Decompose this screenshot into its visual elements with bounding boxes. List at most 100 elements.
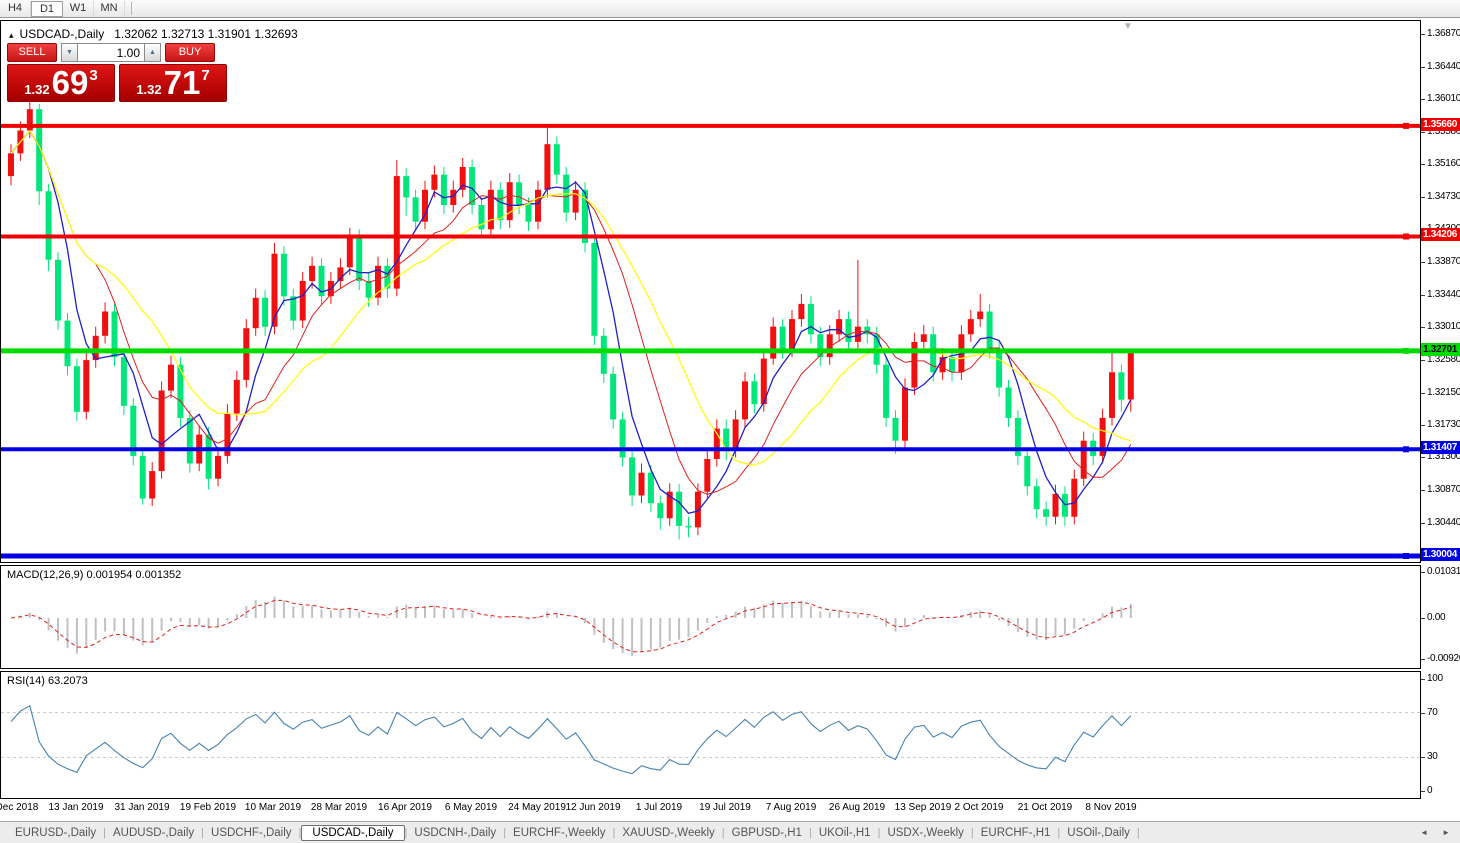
- candle-body: [403, 176, 410, 198]
- price-chart-canvas[interactable]: [1, 21, 1420, 562]
- price-axis-tick-dash: [1421, 393, 1425, 394]
- hline-handle[interactable]: [1403, 446, 1409, 453]
- price-axis-tick: 1.36870: [1427, 28, 1460, 39]
- price-axis-tick-dash: [1421, 295, 1425, 296]
- chart-tab-ukoil-h1[interactable]: UKOil-,H1: [818, 826, 871, 839]
- chart-tab-usdcnh-daily[interactable]: USDCNH-,Daily: [414, 826, 497, 839]
- chart-tab-xauusd-weekly[interactable]: XAUUSD-,Weekly: [622, 826, 715, 839]
- candle-body: [26, 109, 33, 131]
- ma-line-10: [10, 130, 1132, 495]
- candle-body: [1080, 440, 1087, 479]
- chart-tab-audusd-daily[interactable]: AUDUSD-,Daily: [113, 826, 195, 839]
- hline-price-tag[interactable]: 1.34206: [1421, 228, 1460, 241]
- candle-body: [1099, 417, 1106, 456]
- candle-body: [205, 434, 212, 479]
- buy-button[interactable]: BUY: [165, 43, 215, 62]
- timeframe-button-w1[interactable]: W1: [63, 1, 94, 16]
- price-axis-tick: 1.32150: [1427, 387, 1460, 398]
- timeframe-button-h4[interactable]: H4: [0, 1, 31, 16]
- tab-separator: |: [298, 826, 302, 839]
- tab-separator: |: [1136, 826, 1140, 839]
- volume-increase-icon[interactable]: ▲: [144, 43, 161, 62]
- price-axis-tick: 1.36010: [1427, 93, 1460, 104]
- candle-body: [318, 265, 325, 297]
- candle-body: [657, 503, 664, 519]
- candle-body: [553, 144, 560, 175]
- date-axis: 25 Dec 2018 13 Jan 2019 31 Jan 2019 19 Feb …: [0, 801, 1420, 817]
- candle-body: [1043, 509, 1050, 517]
- candle-body: [600, 335, 607, 374]
- candle-body: [450, 189, 457, 205]
- candle-body: [977, 311, 984, 320]
- chart-tab-eurchf-weekly[interactable]: EURCHF-,Weekly: [513, 826, 606, 839]
- buy-price-tile[interactable]: 1.32 71 7: [119, 64, 227, 102]
- chart-shift-marker-icon[interactable]: ▼: [1123, 21, 1133, 32]
- rsi-axis-tick: 100: [1427, 673, 1443, 684]
- tab-separator: |: [103, 826, 107, 839]
- rsi-axis-tick: 70: [1427, 707, 1438, 718]
- timeframe-button-d1[interactable]: D1: [31, 0, 63, 17]
- candle-body: [798, 303, 805, 320]
- candle-body: [356, 236, 363, 281]
- chart-tab-eurusd-daily[interactable]: EURUSD-,Daily: [15, 826, 97, 839]
- sell-price-big: 69: [51, 64, 89, 101]
- price-axis-tick-dash: [1421, 34, 1425, 35]
- price-axis-tick-dash: [1421, 490, 1425, 491]
- hline-price-tag[interactable]: 1.31407: [1421, 441, 1460, 454]
- candle-body: [1071, 478, 1078, 517]
- price-axis-tick-dash: [1421, 164, 1425, 165]
- timeframe-button-mn[interactable]: MN: [94, 1, 125, 16]
- candle-body: [1061, 493, 1068, 517]
- candle-body: [986, 311, 993, 350]
- tabs-scroll-left-icon[interactable]: ◄: [1420, 828, 1429, 837]
- candle-body: [149, 471, 156, 499]
- candle-body: [723, 428, 730, 450]
- candle-body: [817, 334, 824, 358]
- price-axis-tick-dash: [1421, 523, 1425, 524]
- price-axis-tick-dash: [1421, 457, 1425, 458]
- date-axis-label: 2 Oct 2019: [954, 802, 1004, 813]
- price-axis-tick: 1.33440: [1427, 289, 1460, 300]
- collapse-panel-icon[interactable]: ▴: [9, 30, 14, 40]
- price-axis-tick: 1.35580: [1427, 126, 1460, 137]
- rsi-axis-tick-dash: [1421, 757, 1425, 758]
- hline-price-tag[interactable]: 1.32701: [1421, 343, 1460, 356]
- candle-body: [8, 153, 14, 177]
- sell-button[interactable]: SELL: [7, 43, 57, 62]
- macd-indicator-pane: MACD(12,26,9) 0.001954 0.001352: [0, 565, 1421, 669]
- hline-price-tag[interactable]: 1.35660: [1421, 118, 1460, 131]
- chart-tab-usdcad-daily[interactable]: USDCAD-,Daily: [301, 824, 405, 841]
- macd-canvas[interactable]: [1, 566, 1420, 668]
- chart-tab-usoil-daily[interactable]: USOil-,Daily: [1067, 826, 1130, 839]
- candle-body: [487, 189, 494, 230]
- rsi-axis-tick-dash: [1421, 713, 1425, 714]
- candle-body: [685, 525, 692, 528]
- tabs-scroll-right-icon[interactable]: ►: [1442, 828, 1450, 837]
- price-axis-tick: 1.35160: [1427, 158, 1460, 169]
- sell-price-tile[interactable]: 1.32 69 3: [7, 64, 115, 102]
- hline-handle[interactable]: [1403, 553, 1409, 559]
- candle-body: [45, 191, 52, 260]
- hline-handle[interactable]: [1403, 233, 1409, 240]
- hline-handle[interactable]: [1403, 122, 1409, 129]
- ma-line-16: [10, 129, 1131, 466]
- price-axis-tick-dash: [1421, 67, 1425, 68]
- chart-tab-usdchf-daily[interactable]: USDCHF-,Daily: [211, 826, 292, 839]
- candle-body: [949, 357, 955, 373]
- hline-price-tag[interactable]: 1.30004: [1421, 548, 1460, 561]
- hline-handle[interactable]: [1403, 347, 1409, 354]
- date-axis-label: 19 Jul 2019: [699, 802, 751, 813]
- date-axis-label: 24 May 2019: [508, 802, 566, 813]
- volume-decrease-icon[interactable]: ▼: [61, 43, 78, 62]
- chart-tab-usdx-weekly[interactable]: USDX-,Weekly: [887, 826, 964, 839]
- rsi-canvas[interactable]: [1, 672, 1420, 798]
- candle-body: [309, 265, 316, 281]
- candle-body: [676, 491, 683, 526]
- chart-tabs: EURUSD-,Daily | AUDUSD-,Daily | USDCHF-,Dail…: [8, 824, 1140, 841]
- chart-tab-eurchf-h1[interactable]: EURCHF-,H1: [980, 826, 1051, 839]
- chart-tab-gbpusd-h1[interactable]: GBPUSD-,H1: [731, 826, 802, 839]
- candles-layer: [8, 100, 1134, 540]
- date-axis-label: 6 May 2019: [444, 802, 498, 813]
- volume-input[interactable]: [78, 43, 144, 62]
- tab-separator: |: [877, 826, 881, 839]
